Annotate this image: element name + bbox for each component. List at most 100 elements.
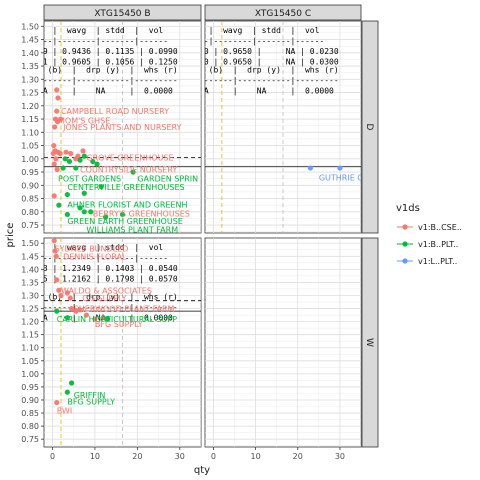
panels-layer: n | wavg | stdd | vol---|--------|------…: [38, 20, 364, 448]
data-point: [98, 184, 104, 190]
y-tick-label: 1.15: [21, 331, 39, 340]
data-point: [77, 307, 83, 313]
y-tick-label: 0.95: [21, 383, 39, 392]
data-point: [102, 214, 109, 220]
y-tick-label: 1.25: [21, 305, 39, 314]
x-tick-label: 10: [90, 452, 100, 461]
y-axis-title: price: [5, 223, 16, 248]
y-tick-label: 1.50: [21, 22, 39, 31]
summary-table-line: 50 | 0.9650 | NA | 0.0300: [199, 57, 339, 66]
rate-table-line: r (b) | drp (y) | whs (r): [38, 66, 178, 75]
column-strip-label: XTG15450 B: [94, 9, 150, 19]
legend-label: v1:B..PLT..: [418, 240, 458, 249]
y-tick-label: 1.45: [21, 36, 39, 45]
data-point: [77, 157, 83, 163]
y-tick-label: 0.85: [21, 409, 39, 418]
point-label: SHERWOOD PLANT FARM: [74, 305, 175, 314]
point-label: GROVE GREENHOUSE: [86, 153, 173, 162]
y-tick-label: 1.30: [21, 291, 39, 300]
point-label: CAMPBELL ROAD NURSERY: [61, 107, 169, 116]
point-label: COUNTRYSIDE NURSERY: [80, 165, 177, 174]
rate-table-line: NA | NA | 0.0000: [38, 87, 173, 96]
data-point: [66, 158, 73, 165]
y-tick-label: 0.95: [21, 168, 39, 177]
legend-label: v1:B..CSE..: [418, 223, 462, 232]
y-tick-label: 1.05: [21, 142, 39, 151]
y-tick-label: 1.05: [21, 357, 39, 366]
data-point: [67, 295, 73, 301]
data-point: [64, 389, 70, 395]
point-label: CENTERVILLE GREENHOUSES: [67, 183, 184, 192]
summary-table-line: | wavg | stdd | vol: [199, 26, 320, 35]
point-label: GREEN EARTH GREENHOUSE: [67, 217, 182, 226]
data-point: [130, 169, 136, 175]
row-strip: [361, 20, 379, 234]
y-tick-label: 0.80: [21, 208, 39, 217]
axes-layer: 0.75 0.80 0.85 0.90 0.95 1.00 1.05 1.10 1.15 1.20…: [21, 22, 345, 461]
summary-table-line: 31 | 0.9605 | 0.1056 | 0.1250: [38, 57, 178, 66]
data-point: [119, 211, 126, 218]
data-point: [64, 290, 70, 296]
data-point: [54, 108, 60, 114]
summary-table-line: 85 | 1.2162 | 0.1798 | 0.0570: [38, 274, 178, 283]
data-point: [51, 238, 57, 244]
point-label: C'S SUPPLY: [82, 294, 126, 303]
y-tick-label: 1.10: [21, 344, 39, 353]
legend: v1ds v1:B..CSE.. v1:B..PLT.. v1:L..PLT..: [396, 203, 462, 266]
rate-table-line: NA | NA | 0.0000: [199, 87, 334, 96]
y-tick-label: 1.20: [21, 318, 39, 327]
y-tick-label: 1.35: [21, 278, 39, 287]
rate-table-line: r (b) | drp (y) | whs (r): [199, 66, 339, 75]
data-point: [88, 209, 94, 215]
point-label: GUTHRIE G: [319, 173, 364, 182]
data-point: [68, 305, 75, 312]
y-tick-label: 1.40: [21, 49, 39, 58]
rate-table-line: -------|-----------|---------: [38, 76, 178, 85]
data-point: [51, 161, 57, 167]
panel-background: [204, 237, 362, 448]
x-tick-label: 20: [293, 452, 303, 461]
data-point: [68, 150, 74, 157]
x-tick-label: 30: [175, 452, 185, 461]
summary-table-line: 59 | 0.9436 | 0.1135 | 0.0990: [38, 47, 178, 56]
row-strip-label: D: [364, 124, 374, 131]
data-point: [64, 315, 70, 321]
point-label: WALDO & ASSOCIATES: [61, 286, 152, 295]
data-point: [81, 209, 87, 215]
data-point: [57, 150, 63, 157]
data-point: [53, 156, 59, 162]
point-label: BERRY'S GREENHOUSES: [93, 210, 190, 219]
data-point: [54, 308, 60, 314]
y-tick-label: 1.00: [21, 370, 39, 379]
data-point: [83, 312, 90, 318]
data-point: [55, 95, 61, 101]
legend-key-point: [402, 241, 408, 247]
data-point: [64, 191, 70, 198]
row-strip: [361, 237, 379, 448]
data-point: [52, 124, 58, 130]
point-label: CARLIN HORTICULTURAL SUPP: [57, 315, 178, 324]
data-point: [52, 248, 58, 254]
data-point: [90, 158, 96, 165]
y-tick-label: 1.30: [21, 75, 39, 84]
y-tick-label: 0.75: [21, 221, 39, 230]
row-strip-label: W: [364, 338, 374, 347]
data-point: [68, 380, 75, 386]
data-point: [56, 202, 62, 208]
point-label: WILLIAMS PLANT FARM: [86, 226, 178, 235]
x-tick-label: 10: [251, 452, 261, 461]
data-point: [54, 399, 60, 406]
point-label: GRIFFIN: [74, 391, 106, 400]
y-tick-label: 0.85: [21, 195, 39, 204]
data-point: [54, 87, 60, 93]
x-axis-title: qty: [194, 465, 210, 476]
point-label: BWI: [57, 406, 72, 415]
summary-table-line: ---|--------|-------|------: [38, 36, 168, 45]
data-point: [337, 165, 343, 171]
y-tick-label: 1.35: [21, 62, 39, 71]
point-label: DENNIS FLORAL: [63, 252, 127, 261]
y-tick-label: 0.90: [21, 181, 39, 190]
x-tick-label: 0: [211, 452, 216, 461]
legend-key-point: [402, 258, 408, 264]
